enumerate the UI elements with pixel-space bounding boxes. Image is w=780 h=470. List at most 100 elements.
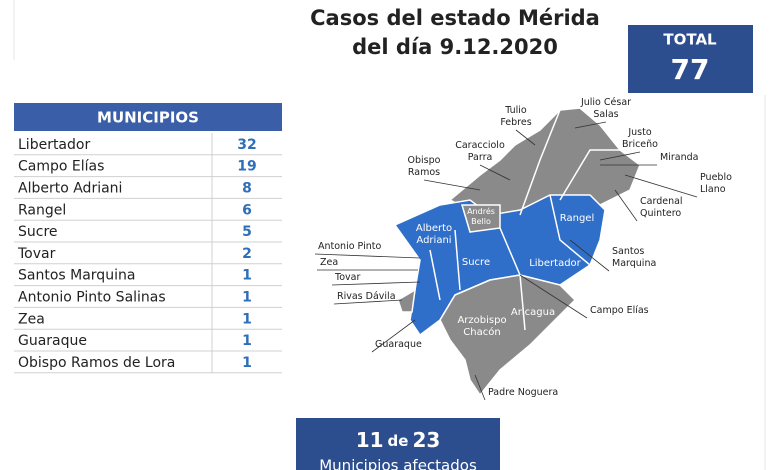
map-label-line: Bello <box>471 217 491 226</box>
footer-caption: Municipios afectados <box>319 457 477 470</box>
map-label: Antonio Pinto <box>318 241 381 252</box>
municipio-name: Antonio Pinto Salinas <box>18 290 166 306</box>
map-label-line: Briceño <box>622 139 658 150</box>
map-label: Julio César Salas <box>580 97 631 120</box>
table-rows: Libertador 32 Campo Elías 19 Alberto Adriani… <box>14 133 282 374</box>
map-label: Tovar <box>334 272 360 283</box>
municipio-cases: 2 <box>242 246 252 262</box>
total-box <box>628 25 753 93</box>
municipio-cases: 1 <box>242 355 252 371</box>
map-label: Rivas Dávila <box>337 291 396 302</box>
leader-line <box>331 281 421 286</box>
leader-line <box>423 179 481 191</box>
map-label-line: Marquina <box>612 258 656 269</box>
leader-line <box>569 239 610 272</box>
leader-line <box>515 129 536 146</box>
leader-line <box>614 189 638 222</box>
map-label-line: Parra <box>468 152 493 163</box>
map-label: Justo Briceño <box>622 127 658 150</box>
map-labels: Tulio Febres Julio César Salas Caracciolo Par… <box>314 97 732 401</box>
leader-line <box>314 253 421 259</box>
map-label: Obispo Ramos <box>408 155 441 178</box>
of: de <box>388 432 409 450</box>
map-label: Santos Marquina <box>612 246 656 269</box>
map-region-label: Aricagua <box>511 307 555 318</box>
map-label-line: Aricagua <box>511 307 555 318</box>
map-border <box>519 274 526 331</box>
municipio-name: Santos Marquina <box>18 268 135 284</box>
map-label-line: Febres <box>500 117 531 128</box>
municipio-name: Libertador <box>18 137 90 153</box>
map-label-line: Zea <box>320 257 338 268</box>
map-label-line: Tulio <box>504 105 527 116</box>
map-border <box>559 149 620 201</box>
municipio-cases: 1 <box>242 311 252 327</box>
municipio-name: Alberto Adriani <box>18 181 122 197</box>
map-label-line: Guaraque <box>375 339 422 350</box>
map-label: Miranda <box>660 152 698 163</box>
map-region-label: Alberto Adriani <box>416 223 452 246</box>
map-label-line: Ramos <box>408 167 440 178</box>
map-label: Cardenal Quintero <box>640 196 683 219</box>
map-label: Tulio Febres <box>500 105 531 128</box>
map-label-line: Alberto <box>416 223 452 234</box>
map-label-line: Arzobispo <box>457 315 506 326</box>
map-region-label: Rangel <box>560 213 594 224</box>
footer-count: 11 de 23 <box>356 428 441 452</box>
map-border <box>429 249 441 301</box>
leader-line <box>474 374 486 401</box>
map-label-line: Caracciolo <box>455 140 505 151</box>
map-border <box>549 194 591 266</box>
map-region-label: Arzobispo Chacón <box>457 315 506 338</box>
map-label-line: Santos <box>612 246 644 257</box>
leader-line <box>599 151 641 161</box>
map-label-line: Cardenal <box>640 196 683 207</box>
leader-line <box>574 121 607 129</box>
map-label-line: Miranda <box>660 152 698 163</box>
total: 23 <box>412 428 440 452</box>
title: del día 9.12.2020 <box>352 35 558 59</box>
municipio-cases: 8 <box>242 181 252 197</box>
map-label-line: Obispo <box>408 155 441 166</box>
map-label: Caracciolo Parra <box>455 140 505 163</box>
map-region-label: Libertador <box>529 258 581 269</box>
map-label-line: Julio César <box>580 97 631 108</box>
map-label-line: Padre Noguera <box>488 387 558 398</box>
leader-line <box>624 174 698 198</box>
municipio-cases: 6 <box>242 202 252 218</box>
map-label-line: Pueblo <box>700 172 732 183</box>
map-label-line: Salas <box>593 109 618 120</box>
leader-line <box>333 299 403 305</box>
map-region-label: Sucre <box>462 257 490 268</box>
map-label-line: Quintero <box>640 208 681 219</box>
map-label-line: Llano <box>700 184 726 195</box>
map-label-line: Justo <box>627 127 651 138</box>
municipio-name: Zea <box>18 311 45 327</box>
map-label-line: Rangel <box>560 213 594 224</box>
municipio-name: Guaraque <box>18 333 87 349</box>
municipio-cases: 5 <box>242 224 252 240</box>
map-label-line: Rivas Dávila <box>337 291 396 302</box>
municipio-name: Rangel <box>18 202 66 218</box>
map-label-line: Chacón <box>463 326 500 338</box>
map-label-line: Libertador <box>529 258 581 269</box>
municipio-name: Obispo Ramos de Lora <box>18 355 175 371</box>
map-border <box>454 229 461 291</box>
municipio-name: Tovar <box>17 246 56 262</box>
total-label: TOTAL <box>663 31 717 49</box>
map <box>393 107 641 397</box>
municipio-cases: 19 <box>237 159 256 175</box>
affected: 11 <box>356 428 384 452</box>
map-label-line: Tovar <box>334 272 360 283</box>
map-label-line: Campo Elías <box>590 305 649 316</box>
table-header: MUNICIPIOS <box>97 109 199 127</box>
map-label-line: Antonio Pinto <box>318 241 381 252</box>
leader-line <box>479 164 511 181</box>
leader-line <box>519 274 588 319</box>
map-label: Pueblo Llano <box>700 172 732 195</box>
municipio-cases: 1 <box>242 290 252 306</box>
municipio-cases: 1 <box>242 268 252 284</box>
map-label: Guaraque <box>375 339 422 350</box>
map-region <box>397 288 416 313</box>
